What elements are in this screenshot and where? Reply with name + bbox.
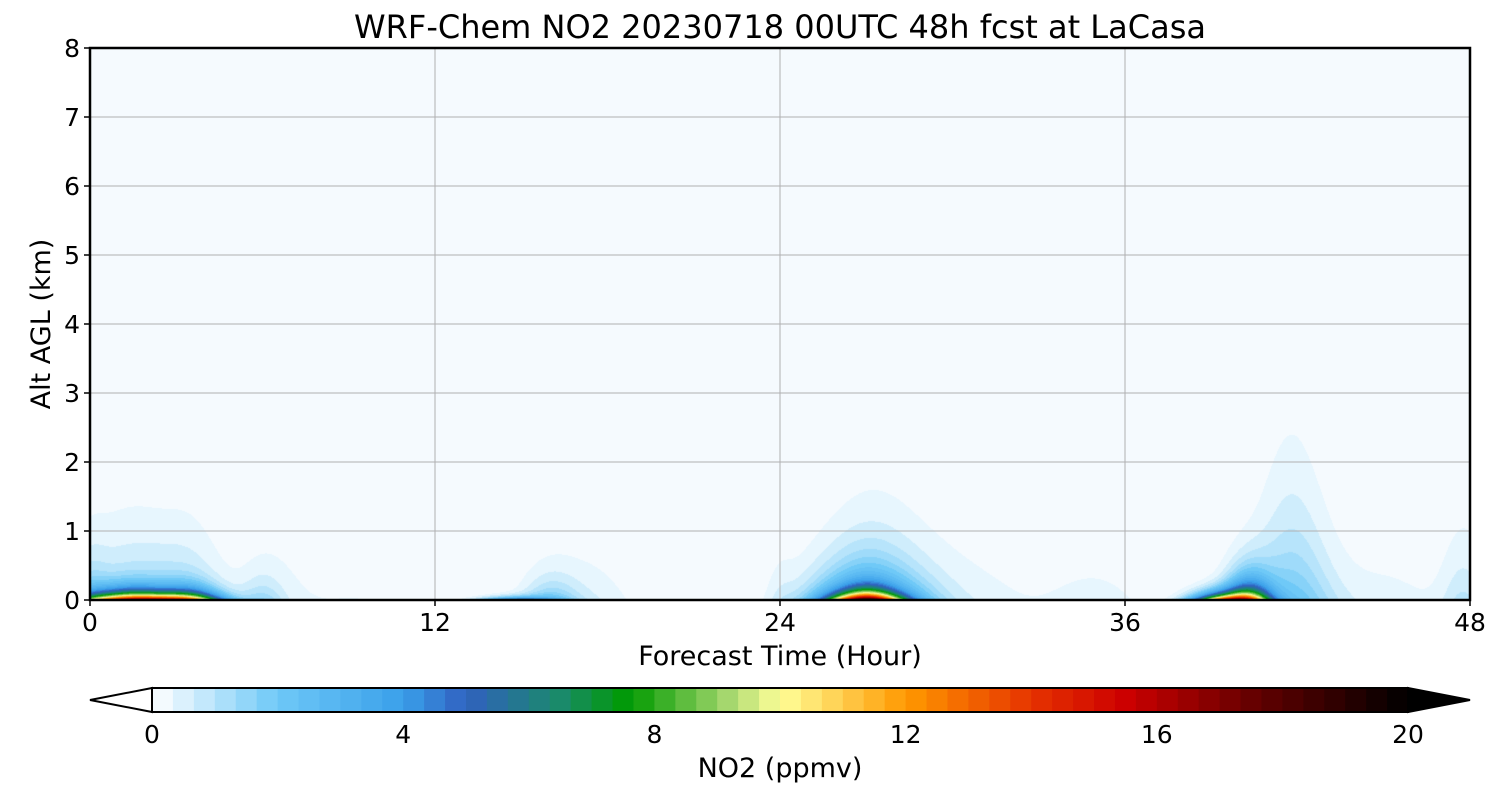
y-tick-label: 3 [64,379,80,408]
colorbar-cell [780,688,802,712]
colorbar-cell [1031,688,1053,712]
colorbar-cell [612,688,635,712]
colorbar-cell [277,688,300,712]
colorbar-frame [151,687,1409,713]
colorbar-cell [361,688,383,712]
colorbar-cell [759,688,781,712]
y-tick-label: 5 [64,241,80,270]
y-axis-ticks: 0 1 2 3 4 5 6 7 8 [64,34,90,615]
colorbar: 0 4 8 12 16 20 NO2 (ppmv) [89,686,1471,784]
y-tick-label: 8 [64,34,80,63]
colorbar-cell [947,688,969,712]
colorbar-cell [403,688,425,712]
colorbar-label: NO2 (ppmv) [698,753,863,784]
colorbar-min-extension [89,686,153,714]
colorbar-cell [926,688,949,712]
colorbar-cell [1303,688,1325,712]
y-tick-label: 1 [64,517,80,546]
colorbar-cell [1324,688,1346,712]
colorbar-cell [1198,688,1221,712]
colorbar-cell [528,688,551,712]
colorbar-max-extension [1407,686,1471,714]
colorbar-cell [1345,688,1367,712]
colorbar-cell [1240,688,1263,712]
colorbar-cell [842,688,865,712]
colorbar-cell [821,688,844,712]
colorbar-cell [1219,688,1242,712]
colorbar-cell [1073,688,1095,712]
y-tick-label: 0 [64,586,80,615]
colorbar-cell [298,688,321,712]
colorbar-cell [319,688,341,712]
colorbar-tick-label: 4 [395,720,411,749]
colorbar-cell [905,688,928,712]
y-axis-label: Alt AGL (km) [26,239,57,410]
colorbar-tick-label: 0 [144,720,160,749]
y-tick-label: 6 [64,172,80,201]
colorbar-cell [1366,688,1388,712]
colorbar-cell [1010,688,1032,712]
colorbar-tick-label: 12 [890,720,922,749]
colorbar-tick-label: 16 [1141,720,1173,749]
colorbar-cell [800,688,823,712]
colorbar-cell [549,688,572,712]
colorbar-cell [696,688,718,712]
colorbar-cell [1114,688,1137,712]
colorbar-cell [256,688,279,712]
colorbar-cell [424,688,446,712]
colorbar-cell [193,688,216,712]
plot-area [88,46,1472,602]
colorbar-cells [152,688,1409,712]
colorbar-cell [486,688,509,712]
colorbar-cell [1282,688,1304,712]
colorbar-cell [1156,688,1179,712]
colorbar-cell [445,688,467,712]
grid-lines [90,48,1470,600]
colorbar-cell [1135,688,1158,712]
y-tick-label: 2 [64,448,80,477]
x-tick-label: 12 [419,608,451,637]
colorbar-cell [172,688,195,712]
colorbar-cell [507,688,530,712]
colorbar-tick-label: 8 [646,720,662,749]
colorbar-cell [1261,688,1283,712]
y-tick-label: 7 [64,103,80,132]
chart-title: WRF-Chem NO2 20230718 00UTC 48h fcst at … [354,8,1206,46]
x-tick-label: 36 [1109,608,1141,637]
colorbar-cell [863,688,886,712]
x-tick-label: 0 [82,608,98,637]
colorbar-cell [340,688,362,712]
colorbar-cell [382,688,404,712]
colorbar-cell [738,688,760,712]
colorbar-cell [989,688,1011,712]
colorbar-cell [654,688,676,712]
x-axis-label: Forecast Time (Hour) [638,641,922,672]
colorbar-cell [968,688,990,712]
x-tick-label: 48 [1454,608,1486,637]
colorbar-cell [214,688,237,712]
colorbar-ticks: 0 4 8 12 16 20 [144,720,1424,749]
colorbar-cell [235,688,258,712]
colorbar-cell [675,688,697,712]
colorbar-cell [570,688,593,712]
colorbar-cell [466,688,488,712]
x-tick-label: 24 [764,608,796,637]
colorbar-cell [633,688,655,712]
colorbar-cell [1387,688,1409,712]
colorbar-cell [152,688,174,712]
colorbar-tick-label: 20 [1392,720,1424,749]
colorbar-cell [884,688,907,712]
y-tick-label: 4 [64,310,80,339]
x-axis-ticks: 0 12 24 36 48 [82,600,1486,637]
colorbar-cell [1052,688,1074,712]
colorbar-cell [591,688,614,712]
colorbar-cell [1177,688,1200,712]
colorbar-cell [717,688,739,712]
colorbar-cell [1094,688,1116,712]
